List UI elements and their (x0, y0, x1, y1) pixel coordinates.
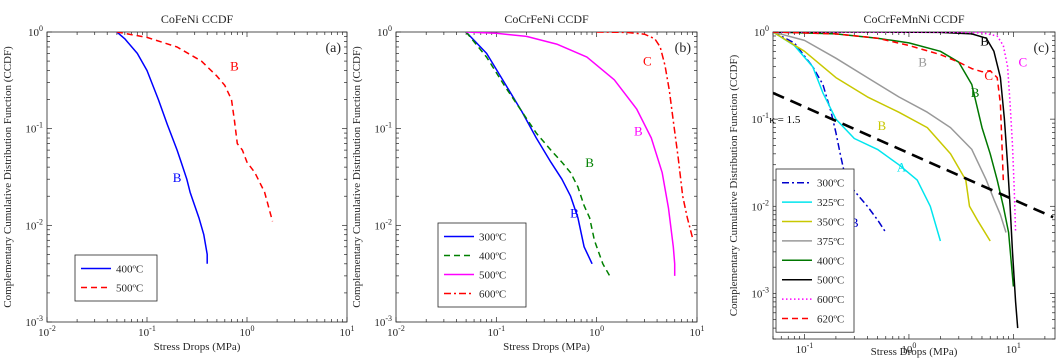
legend-label-500-c: 500ºC (817, 275, 844, 287)
plot-frame (46, 31, 348, 323)
legend-label-400-c: 400ºC (116, 264, 143, 276)
annotation-b: B (918, 55, 927, 70)
y-tick-label: 10-3 (751, 285, 769, 300)
series-line-350-c (773, 32, 991, 242)
y-axis-label: Complementary Cumulative Distribution Fu… (728, 54, 740, 316)
annotation-c: C (984, 68, 993, 83)
x-tick-label: 10-1 (138, 324, 156, 339)
x-tick-label: 100 (240, 324, 255, 339)
series-line-500-c (466, 32, 676, 276)
data-area (773, 32, 1054, 329)
chart-title: CoFeNi CCDF (161, 12, 234, 26)
x-tick-label: 101 (340, 324, 355, 339)
y-tick-label: 10-1 (374, 121, 392, 136)
legend: 300ºC 325ºC 350ºC 375ºC 400ºC 500ºC 600ºC 620ºC (775, 168, 855, 333)
legend: 400ºC 500ºC (74, 254, 158, 302)
x-axis-label: Stress Drops (MPa) (871, 346, 958, 358)
y-tick-label: 100 (377, 24, 392, 39)
legend-label-500-c: 500ºC (479, 270, 506, 282)
annotation-b: B (570, 206, 579, 221)
legend: 300ºC 400ºC 500ºC 600ºC (437, 222, 527, 308)
legend-label-325-c: 325ºC (817, 197, 844, 209)
series-line-400-c (116, 32, 208, 264)
series-line-600-c (773, 32, 1017, 233)
series-line-600-c (596, 32, 694, 238)
annotation-b: B (634, 123, 643, 138)
annotation-b: B (971, 85, 980, 100)
legend-label-600-c: 600ºC (817, 294, 844, 306)
legend-label-600-c: 600ºC (479, 289, 506, 301)
series-line-500-c (116, 32, 274, 222)
series-line-375-c (773, 32, 1007, 233)
panel-cocrfemnni: CoCrFeMnNi CCDF (c) Stress Drops (MPa) Comp… (728, 12, 1056, 358)
y-tick-label: 10-2 (25, 217, 43, 232)
legend-label-375-c: 375ºC (817, 236, 844, 248)
panel-tag: (c) (1033, 41, 1049, 56)
legend-label-400-c: 400ºC (479, 251, 506, 263)
y-axis-label: Complementary Cumulative Distribution Fu… (351, 46, 363, 308)
annotation-c: C (643, 54, 652, 69)
legend-label-350-c: 350ºC (817, 217, 844, 229)
panel-tag: (a) (325, 41, 341, 56)
legend-box (775, 168, 855, 333)
annotation-b: B (585, 155, 594, 170)
series-line-300-c (465, 32, 593, 265)
series-line-400-c (465, 32, 611, 277)
data-area (116, 32, 274, 264)
y-tick-label: 10-3 (25, 314, 43, 329)
legend-label-620-c: 620ºC (817, 314, 844, 326)
series-line-325-c (773, 32, 942, 242)
legend-label-300-c: 300ºC (479, 232, 506, 244)
legend-label-400-c: 400ºC (817, 255, 844, 267)
x-tick-label: 100 (589, 324, 604, 339)
annotation-1-5: κ = 1.5 (769, 114, 800, 126)
annotation-b: B (230, 58, 239, 73)
x-axis-label: Stress Drops (MPa) (154, 341, 241, 353)
y-tick-label: 10-2 (751, 198, 769, 213)
y-tick-label: 100 (28, 24, 43, 39)
legend-box (74, 254, 158, 302)
plot-frame (395, 31, 698, 323)
series-line-500-c (773, 32, 1019, 329)
y-tick-label: 10-3 (374, 314, 392, 329)
annotation-b: B (173, 170, 182, 185)
fit-line (773, 91, 1054, 219)
x-tick-label: 10-2 (387, 324, 405, 339)
data-area (465, 32, 694, 277)
y-tick-label: 100 (754, 24, 769, 39)
legend-label-500-c: 500ºC (116, 283, 143, 295)
legend-label-300-c: 300ºC (817, 178, 844, 190)
annotation-b: B (980, 33, 989, 48)
x-axis-label: Stress Drops (MPa) (503, 341, 590, 353)
chart-title: CoCrFeNi CCDF (504, 12, 589, 26)
y-tick-label: 10-1 (751, 111, 769, 126)
chart-title: CoCrFeMnNi CCDF (863, 12, 964, 26)
y-axis-label: Complementary Cumulative Distribution Fu… (2, 46, 14, 308)
y-tick-label: 10-1 (25, 121, 43, 136)
x-tick-label: 100 (901, 341, 916, 356)
panel-tag: (b) (675, 41, 692, 56)
panel-cocrfeni: CoCrFeNi CCDF (b) Stress Drops (MPa) Comple… (351, 12, 705, 353)
x-tick-label: 101 (1006, 341, 1021, 356)
x-tick-label: 10-1 (487, 324, 505, 339)
annotation-c: C (1018, 55, 1027, 70)
annotation-b: B (877, 118, 886, 133)
x-tick-label: 10-2 (38, 324, 56, 339)
annotation-a: A (897, 160, 907, 175)
x-tick-label: 10-1 (796, 341, 814, 356)
panel-cofeni: CoFeNi CCDF (a) Stress Drops (MPa) Compleme… (2, 12, 355, 353)
x-tick-label: 101 (690, 324, 705, 339)
y-tick-label: 10-2 (374, 217, 392, 232)
